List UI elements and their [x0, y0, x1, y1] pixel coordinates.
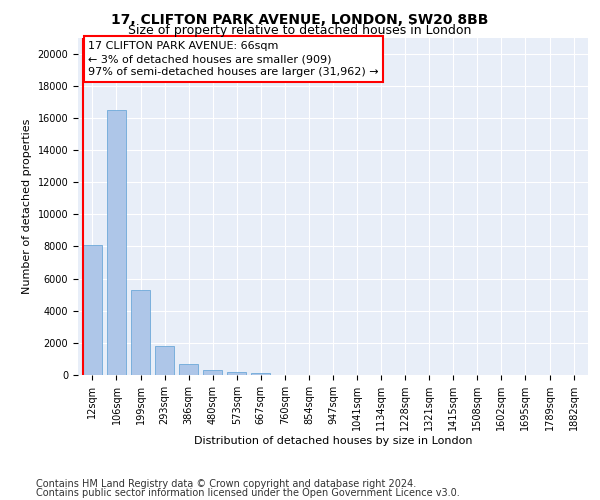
- Bar: [83, 245, 102, 375]
- Text: 17 CLIFTON PARK AVENUE: 66sqm
← 3% of detached houses are smaller (909)
97% of s: 17 CLIFTON PARK AVENUE: 66sqm ← 3% of de…: [88, 41, 379, 78]
- Bar: [251, 373, 271, 375]
- Bar: [227, 372, 247, 375]
- X-axis label: Distribution of detached houses by size in London: Distribution of detached houses by size …: [194, 436, 472, 446]
- Text: Size of property relative to detached houses in London: Size of property relative to detached ho…: [128, 24, 472, 37]
- Bar: [203, 370, 223, 375]
- Bar: [179, 364, 198, 375]
- Bar: [131, 290, 150, 375]
- Y-axis label: Number of detached properties: Number of detached properties: [22, 118, 32, 294]
- Bar: [155, 346, 174, 375]
- Text: Contains public sector information licensed under the Open Government Licence v3: Contains public sector information licen…: [36, 488, 460, 498]
- Text: Contains HM Land Registry data © Crown copyright and database right 2024.: Contains HM Land Registry data © Crown c…: [36, 479, 416, 489]
- Bar: [107, 110, 126, 375]
- Text: 17, CLIFTON PARK AVENUE, LONDON, SW20 8BB: 17, CLIFTON PARK AVENUE, LONDON, SW20 8B…: [112, 12, 488, 26]
